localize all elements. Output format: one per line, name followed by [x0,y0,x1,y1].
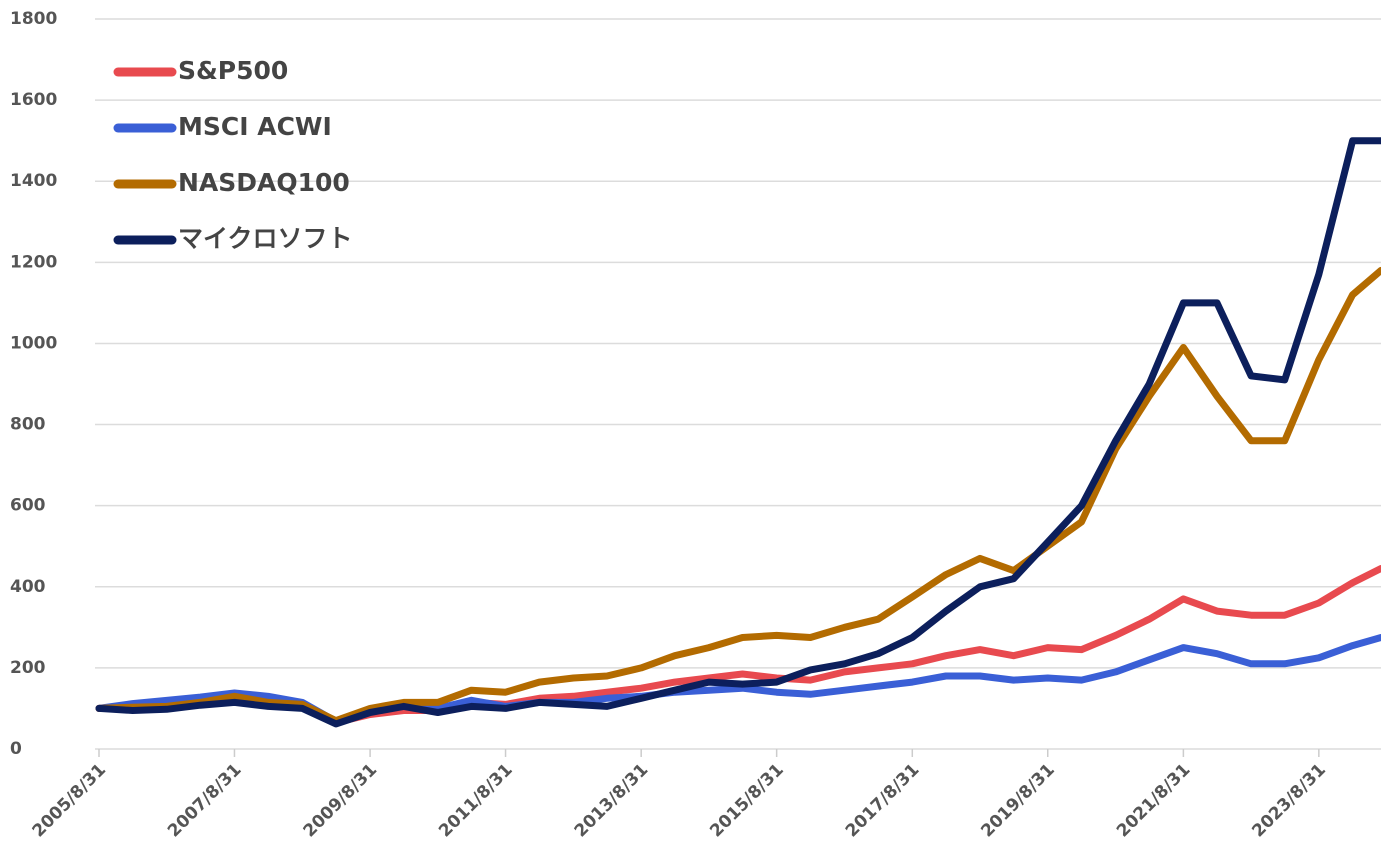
legend-label: MSCI ACWI [178,112,332,141]
series-line [95,137,1381,728]
series-line [95,266,1381,725]
x-tick-label: 2017/8/31 [842,760,923,841]
x-tick-label: 2023/8/31 [1248,760,1329,841]
y-tick-label: 800 [10,415,46,435]
legend-label: S&P500 [178,56,288,85]
y-tick-label: 600 [10,496,46,516]
x-tick-label: 2009/8/31 [300,760,381,841]
x-tick-label: 2013/8/31 [571,760,652,841]
y-tick-label: 1000 [10,333,57,353]
x-tick-label: 2011/8/31 [435,760,516,841]
x-tick-label: 2015/8/31 [706,760,787,841]
x-tick-label: 2019/8/31 [977,760,1058,841]
y-tick-label: 1600 [10,90,57,110]
y-tick-label: 1800 [10,9,57,29]
y-tick-label: 400 [10,577,46,597]
y-tick-label: 200 [10,658,46,678]
x-tick-label: 2021/8/31 [1113,760,1194,841]
y-tick-label: 0 [10,739,22,759]
y-tick-label: 1200 [10,252,57,272]
y-tick-label: 1400 [10,171,57,191]
legend-label: NASDAQ100 [178,168,350,197]
x-tick-label: 2007/8/31 [164,760,245,841]
legend-label: マイクロソフト [178,224,353,253]
x-tick-label: 2005/8/31 [29,760,110,841]
